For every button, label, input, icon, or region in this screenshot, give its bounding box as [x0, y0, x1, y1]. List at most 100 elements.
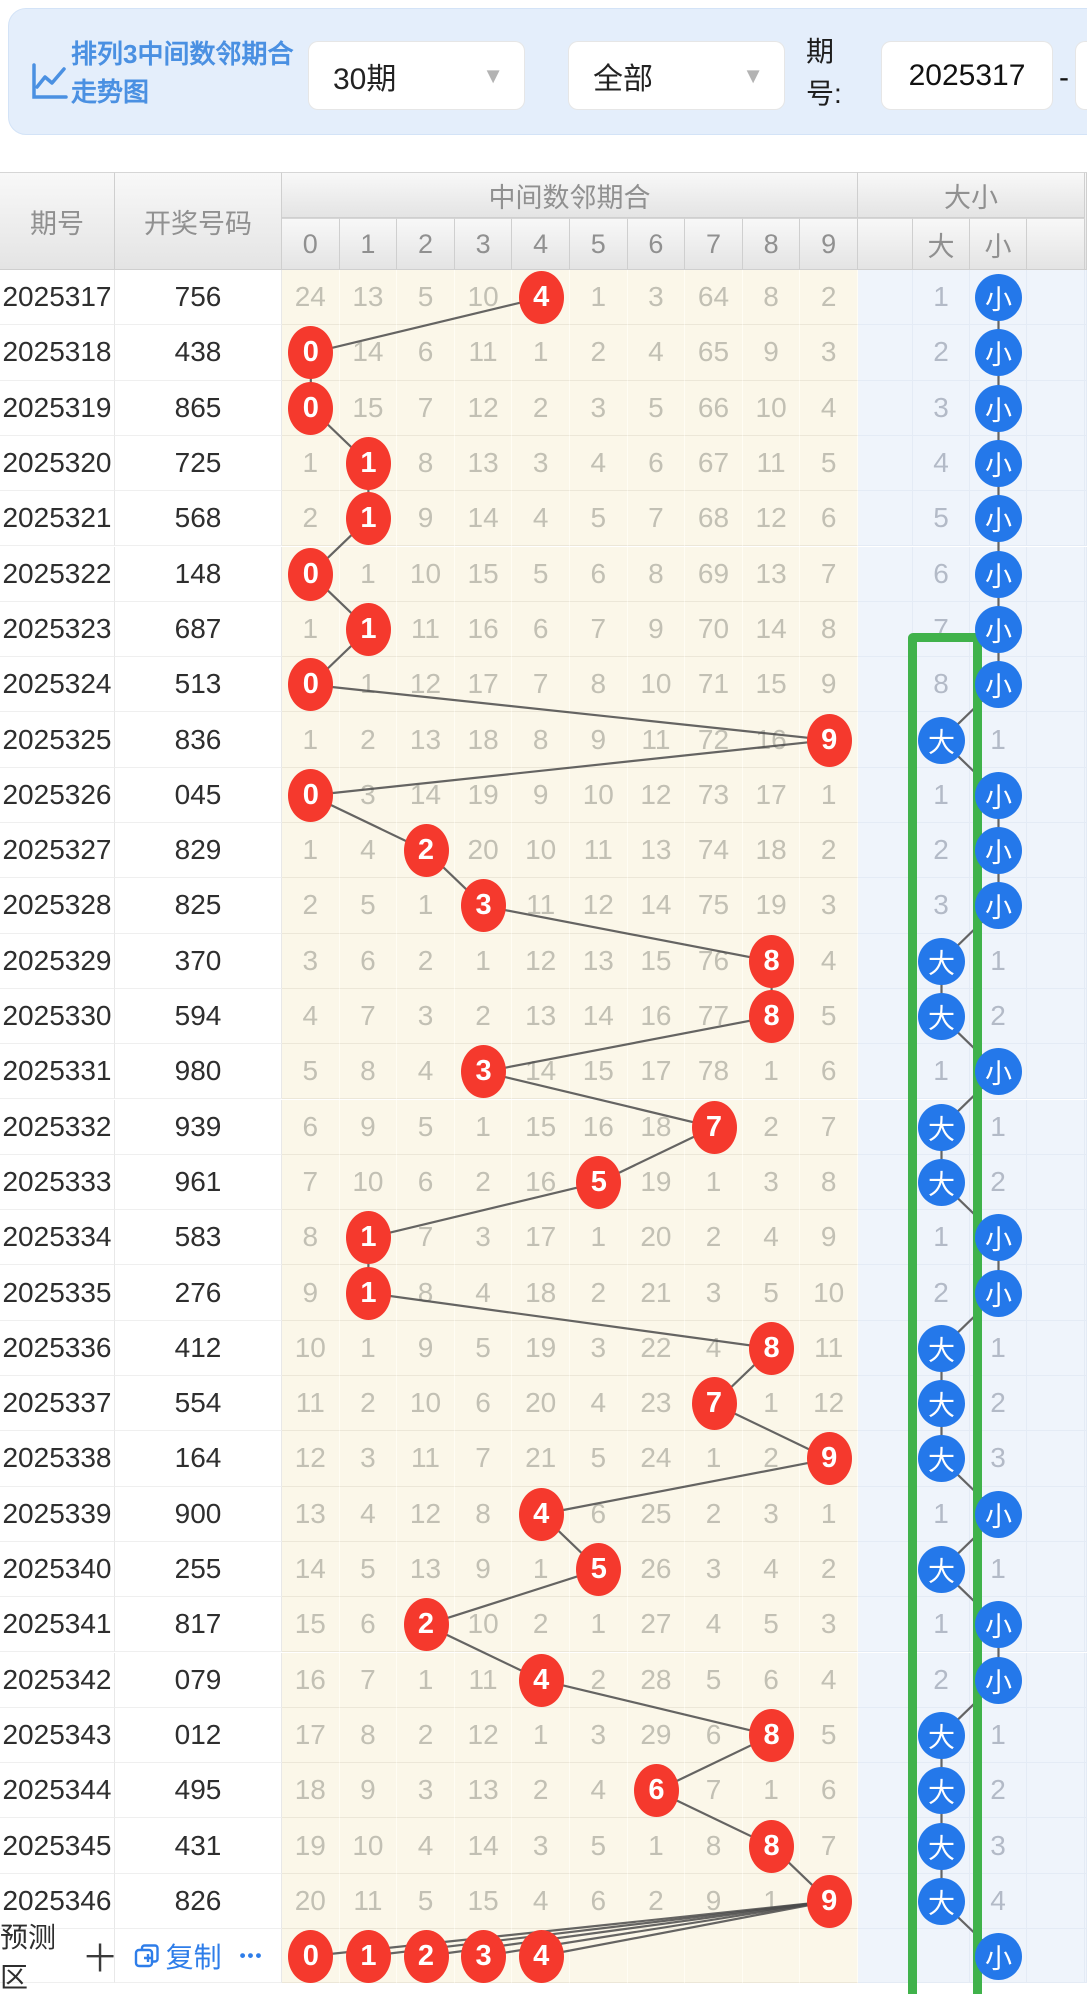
prediction-actions-cell [115, 1929, 282, 1983]
miss-count-cell: 10 [397, 546, 455, 602]
period-cell: 2025330 [0, 988, 115, 1045]
miss-count-cell: 3 [570, 1320, 628, 1376]
miss-count-cell: 6 [339, 1597, 398, 1653]
miss-count-cell: 8 [800, 601, 858, 658]
issue-to-input[interactable] [1076, 42, 1087, 109]
miss-count-cell: 11 [454, 325, 513, 381]
miss-count-cell: 5 [339, 1541, 398, 1598]
draw-number-cell: 513 [115, 657, 282, 713]
spacer-cell [1027, 1431, 1085, 1487]
miss-count-cell: 5 [800, 1707, 858, 1764]
miss-count-cell: 2 [454, 988, 513, 1045]
miss-count-cell: 8 [685, 1818, 743, 1874]
draw-number-cell: 939 [115, 1099, 282, 1155]
miss-count-cell: 3 [282, 933, 340, 989]
hit-circle: 9 [806, 1874, 852, 1928]
size-circle: 小 [975, 661, 1022, 709]
miss-count-cell: 11 [339, 1873, 398, 1929]
period-cell: 2025333 [0, 1154, 115, 1211]
draw-number-cell: 961 [115, 1154, 282, 1211]
trend-table: 期号 开奖号码 中间数邻期合 大小 0 1 2 3 4 5 6 7 8 9 大小 2025317 756 24 1… [0, 172, 1087, 1994]
miss-count-cell: 10 [512, 823, 570, 879]
hit-circle: 4 [518, 1653, 564, 1707]
period-cell: 2025335 [0, 1265, 115, 1321]
period-cell: 2025344 [0, 1763, 115, 1819]
miss-count-cell: 4 [397, 1044, 455, 1100]
add-icon[interactable]: 十 [85, 1943, 115, 1976]
miss-count-cell: 2 [685, 1210, 743, 1266]
miss-count-cell: 1 [454, 1099, 513, 1155]
spacer-cell [1027, 878, 1085, 934]
miss-count-cell: 12 [627, 767, 686, 823]
size-circle: 大 [918, 1324, 965, 1372]
range-dash: - [1059, 61, 1069, 94]
draw-number-cell: 829 [115, 823, 282, 879]
size-circle: 小 [975, 1048, 1022, 1096]
miss-count-cell: 23 [627, 1376, 686, 1432]
draw-number-cell: 438 [115, 325, 282, 381]
miss-count-cell: 9 [339, 1099, 398, 1155]
miss-count-cell: 2 [339, 712, 398, 768]
miss-count-cell: 2 [512, 380, 570, 436]
da-cell: 2 [913, 325, 970, 381]
miss-count-cell: 7 [570, 601, 628, 658]
miss-count-cell: 3 [742, 1154, 801, 1211]
miss-count-cell: 26 [627, 1541, 686, 1598]
miss-count-cell: 28 [627, 1652, 686, 1708]
spacer-cell [1027, 657, 1085, 713]
miss-count-cell: 10 [800, 1265, 858, 1321]
type-select[interactable]: 全部 ▼ [569, 42, 784, 109]
miss-count-cell: 4 [512, 491, 570, 547]
miss-count-cell: 12 [397, 657, 455, 713]
spacer-cell [858, 1320, 913, 1376]
miss-count-cell: 5 [570, 1818, 628, 1874]
draw-number-cell: 594 [115, 988, 282, 1045]
col-header-digit-3: 3 [454, 218, 513, 270]
miss-count-cell: 16 [454, 601, 513, 658]
size-circle: 大 [918, 1546, 965, 1594]
spacer-cell [858, 1044, 913, 1100]
miss-count-cell: 1 [512, 325, 570, 381]
miss-count-cell: 9 [627, 601, 686, 658]
period-range-select[interactable]: 30期 ▼ [309, 42, 524, 109]
miss-count-cell: 18 [454, 712, 513, 768]
col-header-da: 大 [913, 218, 970, 270]
miss-count-cell: 3 [570, 1707, 628, 1764]
hit-circle: 0 [288, 381, 334, 435]
spacer-cell [1027, 712, 1085, 768]
spacer-cell [1027, 491, 1085, 547]
size-circle: 小 [975, 384, 1022, 432]
col-header-digit-0: 0 [282, 218, 340, 270]
miss-count-cell: 3 [397, 988, 455, 1045]
miss-count-cell: 18 [282, 1763, 340, 1819]
miss-count-cell: 10 [570, 767, 628, 823]
miss-count-cell: 14 [397, 767, 455, 823]
miss-count-cell: 15 [282, 1597, 340, 1653]
miss-count-cell: 67 [685, 435, 743, 492]
miss-count-cell: 4 [685, 1597, 743, 1653]
draw-number-cell: 980 [115, 1044, 282, 1100]
size-circle: 大 [918, 716, 965, 764]
miss-count-cell: 5 [454, 1320, 513, 1376]
copy-button[interactable]: 复制 [134, 1936, 222, 1976]
spacer-cell [858, 1652, 913, 1708]
miss-count-cell: 1 [282, 823, 340, 879]
period-cell: 2025329 [0, 933, 115, 989]
spacer-cell [1027, 1873, 1085, 1929]
miss-count-cell: 2 [800, 823, 858, 879]
spacer-cell [1027, 933, 1085, 989]
miss-count-cell: 9 [454, 1541, 513, 1598]
miss-count-cell: 21 [512, 1431, 570, 1487]
miss-count-cell: 9 [282, 1265, 340, 1321]
miss-count-cell: 3 [800, 878, 858, 934]
issue-from-input[interactable]: 2025317 [882, 42, 1052, 109]
miss-count-cell: 6 [627, 435, 686, 492]
miss-count-cell: 71 [685, 657, 743, 713]
miss-count-cell: 19 [512, 1320, 570, 1376]
miss-count-cell: 7 [339, 988, 398, 1045]
draw-number-cell: 255 [115, 1541, 282, 1598]
group-header-mid: 中间数邻期合 [282, 172, 858, 218]
draw-number-cell: 370 [115, 933, 282, 989]
more-button[interactable]: ••• [239, 1946, 264, 1965]
